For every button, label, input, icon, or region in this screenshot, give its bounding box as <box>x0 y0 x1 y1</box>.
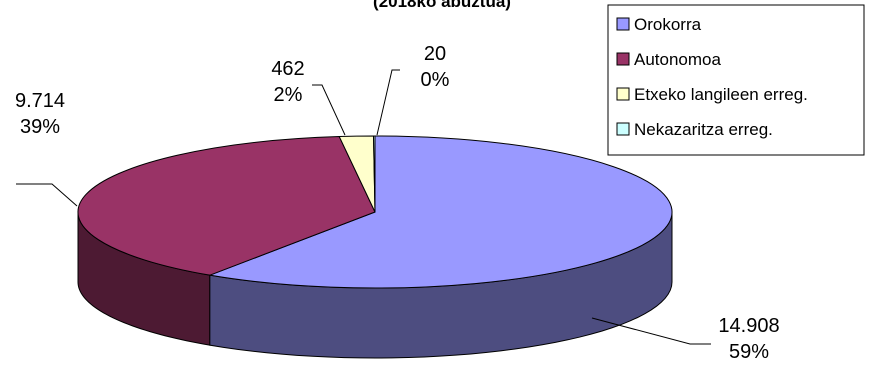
legend-box <box>607 4 865 156</box>
leader-line-0 <box>591 317 711 345</box>
data-label-percent-2: 2% <box>274 84 303 106</box>
legend-swatch-3 <box>616 122 630 136</box>
data-label-percent-3: 0% <box>421 69 450 91</box>
pie-slice-1 <box>77 136 376 276</box>
legend-label-0: Orokorra <box>634 15 702 34</box>
legend-label-1: Autonomoa <box>634 50 721 69</box>
leader-line-2 <box>312 84 346 136</box>
legend: Orokorra Autonomoa Etxeko langileen erreg.… <box>607 4 865 156</box>
pie-slice-3 <box>373 135 376 213</box>
data-label-value-2: 462 <box>271 58 304 80</box>
data-label-value-1: 9.714 <box>15 90 65 112</box>
legend-items: Orokorra Autonomoa Etxeko langileen erreg.… <box>616 15 808 139</box>
data-labels: 14.908 59% 9.714 39% 462 2% 20 0% <box>15 43 780 363</box>
leader-line-3 <box>376 69 400 136</box>
legend-swatch-1 <box>616 52 630 66</box>
legend-swatch-0 <box>616 17 630 31</box>
data-label-value-0: 14.908 <box>718 315 779 337</box>
leader-line-1 <box>16 183 78 207</box>
legend-label-2: Etxeko langileen erreg. <box>634 85 808 104</box>
data-label-percent-0: 59% <box>729 341 769 363</box>
chart-subtitle: (2018ko abuztua) <box>373 0 511 11</box>
data-label-percent-1: 39% <box>20 116 60 138</box>
data-label-value-3: 20 <box>424 43 446 65</box>
pie-tops <box>77 135 673 289</box>
leader-lines <box>16 69 711 345</box>
legend-label-3: Nekazaritza erreg. <box>634 120 773 139</box>
pie-slice-0 <box>207 135 673 289</box>
legend-swatch-2 <box>616 87 630 101</box>
